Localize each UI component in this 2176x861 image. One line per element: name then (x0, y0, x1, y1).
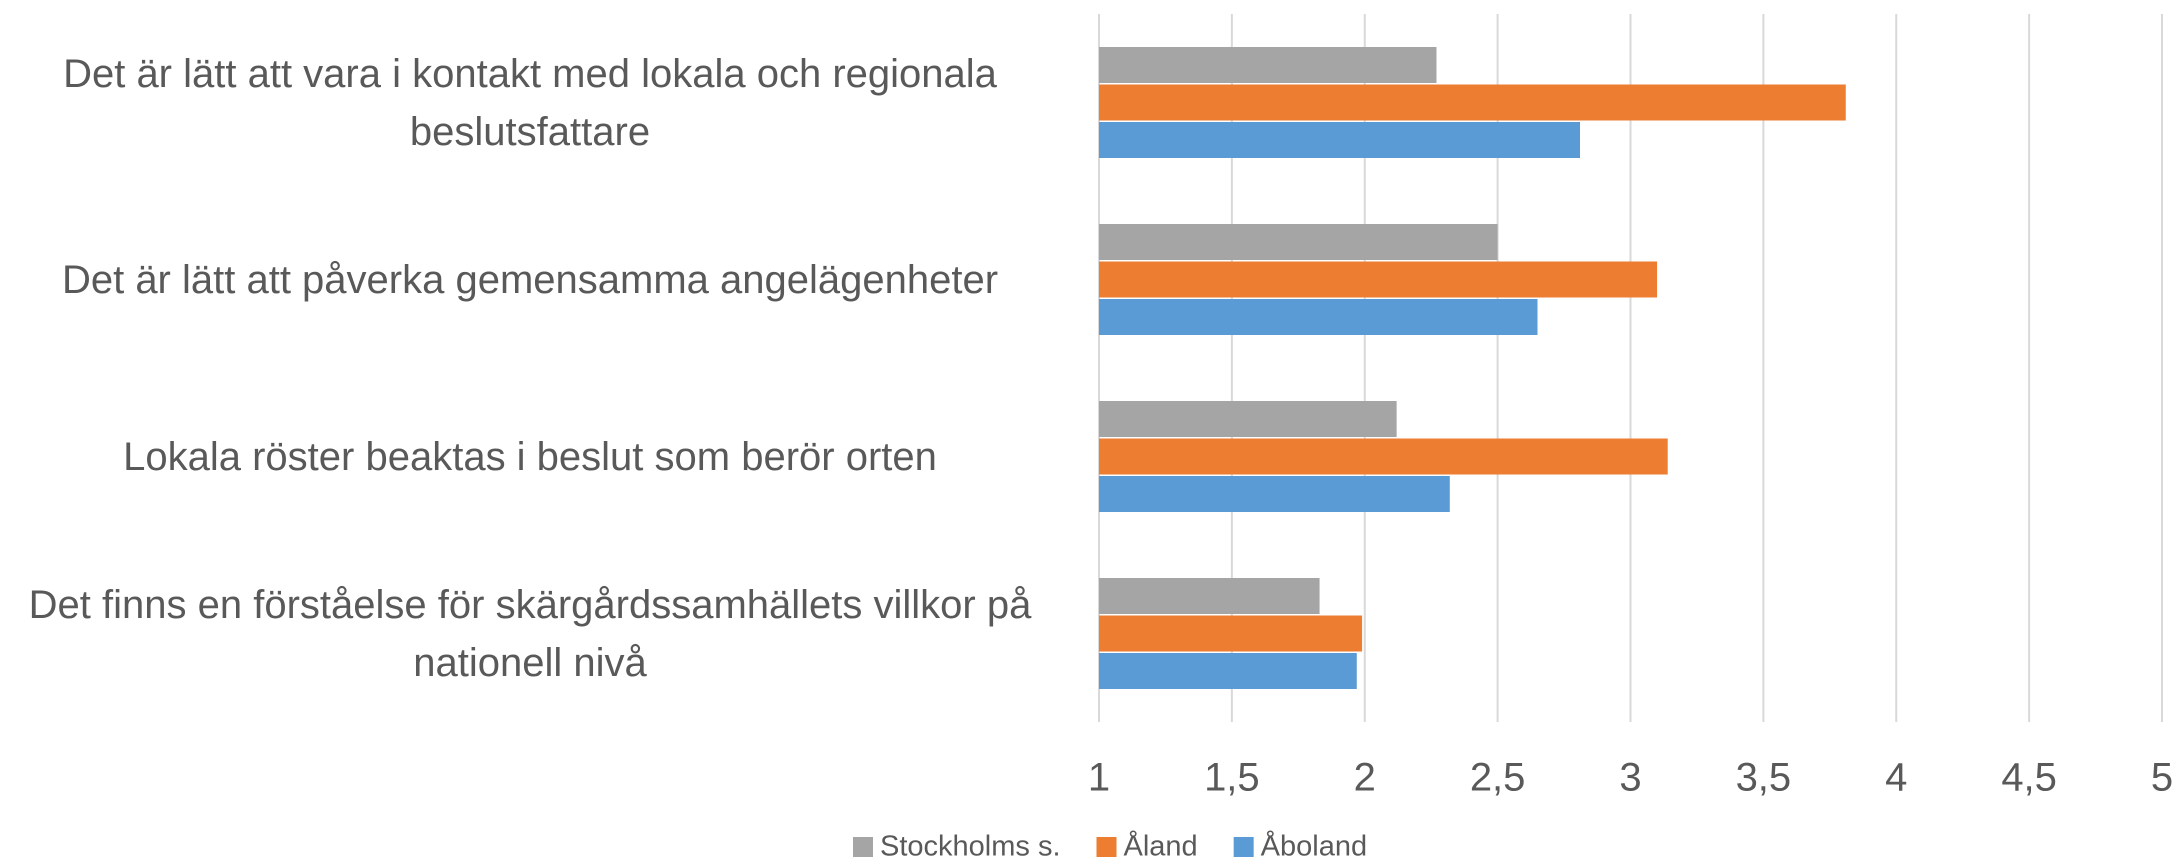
x-tick-label: 1,5 (1204, 756, 1260, 800)
x-tick-label: 3 (1619, 756, 1641, 800)
category-label: Det är lätt att påverka gemensamma angel… (61, 257, 999, 302)
legend-swatch (1233, 837, 1254, 857)
x-tick-label: 4 (1885, 756, 1907, 800)
bar (1099, 615, 1363, 652)
x-tick-label: 3,5 (1736, 756, 1792, 800)
bar (1099, 578, 1320, 614)
bar (1099, 438, 1668, 475)
legend-label: Åland (1124, 830, 1198, 861)
bar (1099, 476, 1450, 512)
x-tick-label: 2 (1354, 756, 1376, 800)
legend-label: Åboland (1261, 830, 1367, 861)
category-label: Lokala röster beaktas i beslut som berör… (123, 434, 937, 479)
bar (1099, 261, 1658, 298)
x-tick-label: 5 (2151, 756, 2173, 800)
bar (1099, 224, 1498, 260)
legend-label: Stockholms s. (880, 831, 1061, 861)
bar (1099, 122, 1581, 158)
bar (1099, 299, 1538, 335)
x-tick-label: 2,5 (1470, 756, 1526, 800)
bar (1099, 84, 1846, 121)
x-tick-label: 1 (1088, 756, 1110, 800)
category-label: Det finns en förståelse för skärgårdssam… (28, 582, 1032, 685)
x-tick-label: 4,5 (2001, 756, 2057, 800)
bar (1099, 653, 1357, 689)
category-label: Det är lätt att vara i kontakt med lokal… (63, 51, 997, 154)
legend-swatch (853, 837, 873, 857)
bar (1099, 47, 1437, 83)
bar (1099, 401, 1397, 437)
legend-swatch (1096, 837, 1117, 857)
